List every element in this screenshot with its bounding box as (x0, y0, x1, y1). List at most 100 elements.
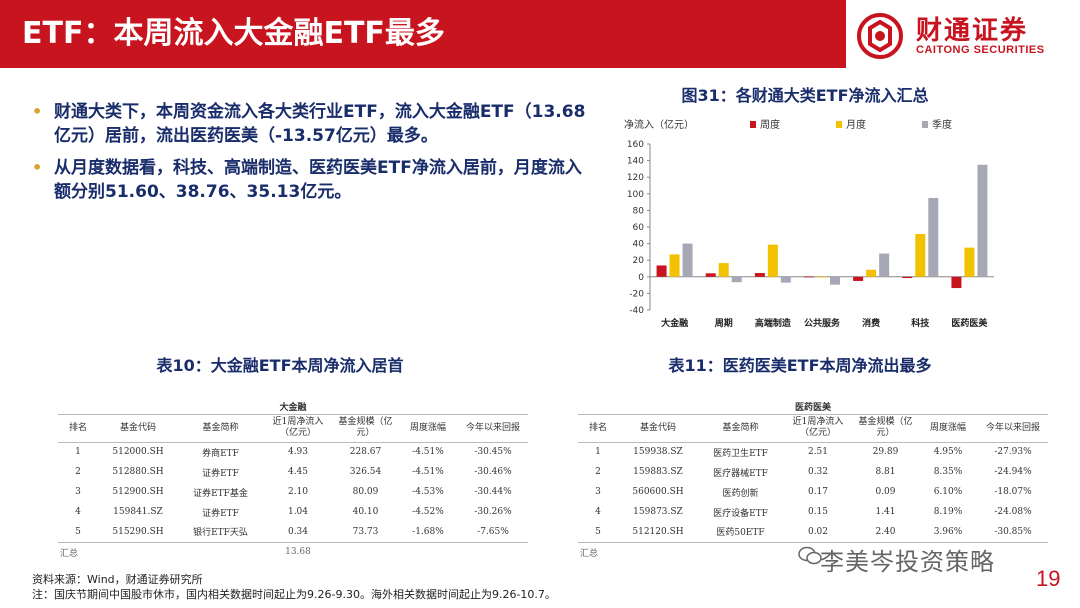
x-category-label: 公共服务 (804, 317, 841, 329)
table-caption: 大金融 (58, 400, 528, 415)
bullet-text: 从月度数据看，科技、高端制造、医药医美ETF净流入居前，月度流入额分别51.60… (54, 158, 582, 202)
column-header: 今年以来回报 (458, 414, 528, 443)
table-cell: 326.54 (349, 467, 382, 477)
table-cell: -7.65% (477, 526, 509, 537)
table-cell: -1.68% (412, 526, 444, 537)
table-cell: 159873.SZ (633, 507, 683, 517)
bar-周度-科技 (902, 276, 913, 279)
table-cell: 医药卫生ETF (713, 448, 768, 459)
table-cell: 512880.SH (112, 467, 164, 477)
legend-label: 月度 (846, 118, 866, 131)
page-number: 19 (1036, 566, 1061, 591)
table-cell: 4.45 (287, 467, 309, 477)
logo-chinese-name: 财通证券 (916, 16, 1029, 46)
table-cell: -30.85% (994, 526, 1032, 537)
table-cell: 560600.SH (632, 487, 684, 497)
y-tick-label: 120 (627, 173, 644, 183)
table-row: 2 159883.SZ 医疗器械ETF 0.32 8.81 8.35% -24.94% (578, 462, 1048, 482)
table-cell: 8.81 (875, 467, 896, 477)
table-cell: 4 (75, 507, 81, 517)
table-row: 4 159873.SZ 医疗设备ETF 0.15 1.41 8.19% -24.08% (578, 502, 1048, 522)
bar-季度-科技 (928, 197, 939, 277)
bar-季度-公共服务 (830, 276, 840, 285)
bar-月度-大金融 (669, 254, 680, 277)
column-header: 周度涨幅 (398, 414, 458, 443)
table-cell: 40.10 (352, 507, 379, 517)
table-cell: -27.93% (994, 447, 1032, 458)
caitong-logo: 财通证券 CAITONG SECURITIES (856, 8, 1071, 62)
bar-月度-公共服务 (817, 276, 827, 278)
table-cell: 512120.SH (632, 526, 684, 537)
table-cell: 证券ETF基金 (193, 488, 248, 499)
table-cell: 3 (595, 487, 601, 497)
table-cell: 0.17 (807, 487, 829, 497)
bar-季度-高端制造 (780, 276, 791, 283)
table-cell: 2 (595, 467, 601, 477)
y-tick-label: 160 (627, 140, 644, 150)
column-header: 基金简称 (178, 414, 263, 443)
bar-季度-大金融 (682, 243, 693, 277)
bar-季度-周期 (731, 276, 742, 283)
column-header: 排名 (58, 414, 98, 443)
bar-月度-医药医美 (964, 247, 975, 277)
table-cell: -24.08% (994, 507, 1032, 517)
table-cell: 医疗设备ETF (713, 508, 768, 519)
x-category-label: 科技 (911, 317, 930, 329)
table-cell: 0.02 (807, 526, 829, 537)
table-cell: 159883.SZ (633, 467, 683, 477)
table11: 医药医美 排名 基金代码 基金简称 近1周净流入（亿元） 基金规模（亿元） 周度涨幅 今年以来… (578, 400, 1048, 562)
table-cell: 80.09 (352, 487, 379, 497)
y-tick-label: -40 (629, 306, 644, 316)
column-header: 基金规模（亿元） (333, 414, 398, 443)
table-cell: 2.40 (875, 526, 896, 537)
footer-notes: 资料来源：Wind，财通证券研究所 注：国庆节期间中国股市休市，国内相关数据时间… (32, 572, 556, 602)
table-cell: -30.44% (474, 487, 512, 497)
table-cell: 1 (595, 447, 601, 458)
bar-周度-周期 (705, 273, 716, 277)
bar-周度-高端制造 (754, 273, 765, 277)
bar-季度-消费 (879, 253, 890, 277)
table-cell: 5 (75, 526, 81, 537)
caitong-logo-icon (857, 13, 903, 59)
legend-swatch (836, 121, 842, 128)
legend-swatch (750, 121, 756, 128)
column-header: 基金代码 (98, 414, 178, 443)
table-cell: 512900.SH (112, 487, 164, 497)
table-cell: 515290.SH (112, 526, 164, 537)
table-cell: 1.41 (875, 507, 896, 517)
bar-周度-医药医美 (951, 276, 962, 289)
column-header: 今年以来回报 (978, 414, 1048, 443)
y-tick-label: 20 (633, 256, 645, 266)
table-cell: 6.10% (933, 487, 963, 497)
bullet-dot-icon: • (32, 102, 43, 121)
table-cell: 8.19% (933, 507, 963, 517)
title-bar: ETF：本周流入大金融ETF最多 (0, 0, 846, 68)
watermark: 李美岑投资策略 (820, 548, 995, 576)
x-category-label: 消费 (862, 317, 880, 329)
y-tick-label: -20 (629, 289, 644, 299)
y-tick-label: 60 (633, 223, 645, 233)
bar-月度-周期 (718, 263, 729, 277)
table-cell: 0.34 (287, 526, 309, 537)
table-cell: -30.46% (474, 467, 512, 477)
table-cell: -24.94% (994, 467, 1032, 477)
figure31-title: 图31：各财通大类ETF净流入汇总 (681, 86, 929, 105)
table-cell: 5 (595, 526, 601, 537)
y-tick-label: 40 (633, 240, 645, 250)
slide-header: ETF：本周流入大金融ETF最多 财通证券 CAITONG SECURITIES (0, 0, 1080, 68)
legend-label: 季度 (932, 118, 952, 131)
summary-row: 汇总 (578, 541, 1048, 562)
table-cell: 0.15 (807, 507, 829, 517)
table-cell: 8.35% (933, 467, 963, 477)
summary-value: 13.68 (263, 541, 333, 562)
x-category-label: 医药医美 (951, 317, 988, 329)
table-cell: -30.26% (474, 507, 512, 517)
table10-title: 表10：大金融ETF本周净流入居首 (156, 356, 404, 375)
legend-label: 周度 (760, 118, 780, 131)
table-cell: -30.45% (474, 447, 512, 458)
table-cell: -4.51% (412, 447, 444, 458)
table-cell: -18.07% (994, 487, 1032, 497)
table-cell: 1 (75, 447, 81, 458)
column-header: 基金简称 (698, 414, 783, 443)
bar-周度-消费 (853, 276, 864, 281)
